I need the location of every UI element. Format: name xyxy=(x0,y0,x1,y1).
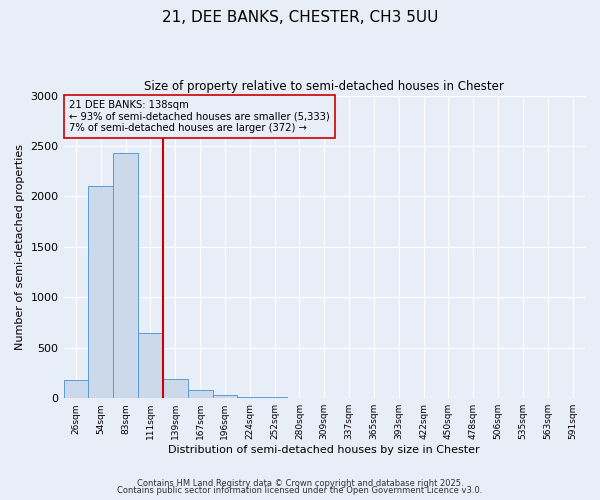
Bar xyxy=(88,186,113,398)
Bar xyxy=(64,380,88,398)
Text: 21 DEE BANKS: 138sqm
← 93% of semi-detached houses are smaller (5,333)
7% of sem: 21 DEE BANKS: 138sqm ← 93% of semi-detac… xyxy=(69,100,329,134)
Bar xyxy=(188,390,212,398)
Text: Contains HM Land Registry data © Crown copyright and database right 2025.: Contains HM Land Registry data © Crown c… xyxy=(137,478,463,488)
Bar xyxy=(163,378,188,398)
Bar xyxy=(212,395,238,398)
Y-axis label: Number of semi-detached properties: Number of semi-detached properties xyxy=(15,144,25,350)
Bar xyxy=(262,397,287,398)
Bar xyxy=(238,397,262,398)
Text: Contains public sector information licensed under the Open Government Licence v3: Contains public sector information licen… xyxy=(118,486,482,495)
Title: Size of property relative to semi-detached houses in Chester: Size of property relative to semi-detach… xyxy=(145,80,504,93)
X-axis label: Distribution of semi-detached houses by size in Chester: Distribution of semi-detached houses by … xyxy=(169,445,480,455)
Bar xyxy=(113,153,138,398)
Text: 21, DEE BANKS, CHESTER, CH3 5UU: 21, DEE BANKS, CHESTER, CH3 5UU xyxy=(162,10,438,25)
Bar xyxy=(138,332,163,398)
